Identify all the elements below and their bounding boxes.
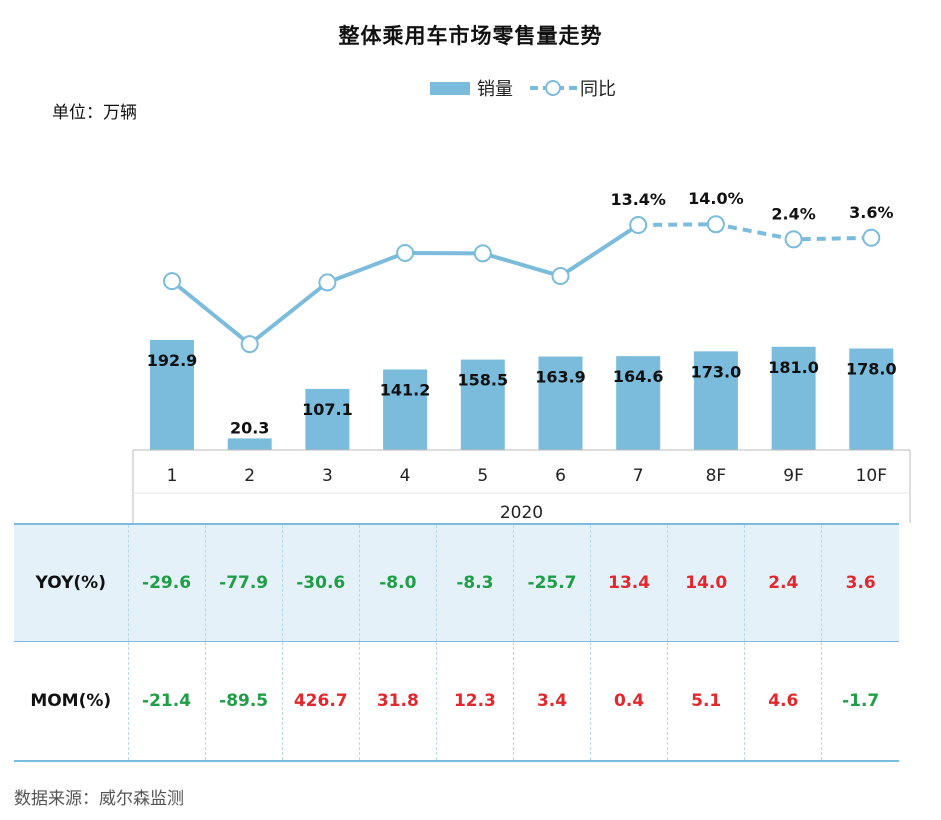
yoy-cell: -30.6 bbox=[282, 523, 360, 642]
bar bbox=[227, 438, 272, 450]
yoy-point bbox=[473, 244, 492, 263]
mom-cell: 426.7 bbox=[282, 641, 360, 762]
mom-cell: 12.3 bbox=[436, 641, 514, 762]
yoy-cell: -29.6 bbox=[128, 523, 206, 642]
x-tick-label: 7 bbox=[633, 466, 644, 486]
yoy-point bbox=[784, 230, 803, 249]
legend-line-marker bbox=[545, 80, 561, 96]
bar-value-label: 141.2 bbox=[380, 380, 431, 399]
bar bbox=[616, 356, 661, 450]
x-tick-label: 9F bbox=[783, 466, 804, 486]
bar bbox=[150, 340, 194, 450]
x-tick-label: 2 bbox=[244, 466, 255, 486]
legend-bar-swatch bbox=[430, 82, 470, 95]
x-tick-label: 6 bbox=[555, 466, 566, 486]
yoy-cell: 3.6 bbox=[821, 523, 899, 642]
mom-row-header: MOM(%) bbox=[14, 641, 129, 762]
yoy-point bbox=[706, 215, 725, 234]
x-tick-label: 8F bbox=[706, 466, 727, 486]
yoy-point-label: 3.6% bbox=[849, 203, 893, 222]
x-tick-label: 10F bbox=[856, 466, 887, 486]
yoy-cell: -25.7 bbox=[513, 523, 592, 642]
yoy-row: YOY(%) -29.6 -77.9 -30.6 -8.0 -8.3 -25.7… bbox=[14, 523, 899, 642]
mom-cell: 4.6 bbox=[744, 641, 823, 762]
x-tick-label: 3 bbox=[322, 466, 333, 486]
yoy-point bbox=[396, 243, 415, 262]
yoy-line-dashed bbox=[638, 222, 872, 242]
legend-bar-label: 销量 bbox=[477, 79, 513, 100]
mom-cell: 3.4 bbox=[513, 641, 592, 762]
mom-cell: 5.1 bbox=[667, 641, 746, 762]
yoy-point bbox=[318, 273, 337, 292]
yoy-cell: -8.0 bbox=[359, 523, 437, 642]
stats-table: YOY(%) -29.6 -77.9 -30.6 -8.0 -8.3 -25.7… bbox=[14, 523, 899, 762]
bar-value-label: 20.3 bbox=[230, 418, 269, 437]
yoy-cell: -8.3 bbox=[436, 523, 514, 642]
bar-value-label: 178.0 bbox=[846, 359, 897, 378]
yoy-point-label: 13.4% bbox=[610, 190, 666, 209]
x-tick-label: 1 bbox=[167, 466, 178, 486]
legend-line-label: 同比 bbox=[580, 79, 616, 100]
bar bbox=[460, 359, 505, 450]
yoy-row-header: YOY(%) bbox=[14, 523, 129, 642]
yoy-point bbox=[551, 267, 570, 286]
x-tick-label: 4 bbox=[400, 466, 411, 486]
bar-value-label: 107.1 bbox=[302, 400, 353, 419]
bar-value-label: 158.5 bbox=[457, 371, 508, 390]
bar bbox=[771, 346, 816, 450]
yoy-point bbox=[163, 272, 181, 291]
bar bbox=[383, 369, 428, 450]
unit-label: 单位：万辆 bbox=[52, 103, 137, 123]
x-group-label: 2020 bbox=[500, 503, 543, 523]
bar bbox=[538, 356, 583, 450]
bar bbox=[305, 388, 350, 450]
bar bbox=[849, 348, 894, 450]
chart-title: 整体乘用车市场零售量走势 bbox=[338, 24, 603, 48]
yoy-point-label: 14.0% bbox=[688, 189, 744, 208]
yoy-point bbox=[240, 335, 259, 354]
bar-value-label: 181.0 bbox=[768, 358, 819, 377]
bar-value-label: 173.0 bbox=[691, 362, 742, 381]
yoy-point-label: 2.4% bbox=[771, 204, 815, 223]
yoy-cell: 14.0 bbox=[667, 523, 746, 642]
yoy-point bbox=[862, 228, 881, 247]
bar-value-label: 192.9 bbox=[147, 351, 198, 370]
mom-cell: -89.5 bbox=[205, 641, 283, 762]
mom-cell: 0.4 bbox=[590, 641, 669, 762]
yoy-cell: -77.9 bbox=[205, 523, 283, 642]
bar bbox=[693, 351, 738, 450]
yoy-point bbox=[629, 216, 648, 235]
bar-value-label: 163.9 bbox=[535, 368, 586, 387]
x-tick-label: 5 bbox=[477, 466, 488, 486]
source-label: 数据来源：威尔森监测 bbox=[14, 789, 184, 809]
mom-row: MOM(%) -21.4 -89.5 426.7 31.8 12.3 3.4 0… bbox=[14, 641, 899, 762]
yoy-cell: 13.4 bbox=[590, 523, 669, 642]
mom-cell: -21.4 bbox=[128, 641, 206, 762]
bar-value-label: 164.6 bbox=[613, 367, 664, 386]
yoy-cell: 2.4 bbox=[744, 523, 823, 642]
yoy-line-solid bbox=[170, 223, 640, 347]
mom-cell: -1.7 bbox=[821, 641, 899, 762]
mom-cell: 31.8 bbox=[359, 641, 437, 762]
